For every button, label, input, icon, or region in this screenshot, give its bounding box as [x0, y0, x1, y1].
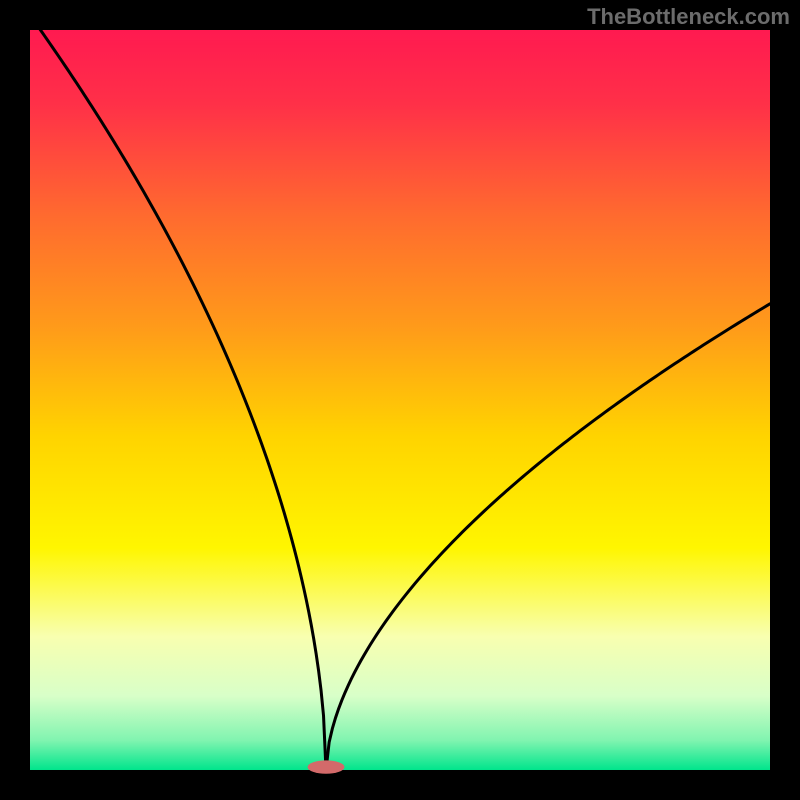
- watermark-text: TheBottleneck.com: [587, 4, 790, 30]
- bottleneck-chart: [0, 0, 800, 800]
- minimum-marker: [308, 760, 345, 773]
- chart-container: { "watermark": "TheBottleneck.com", "cha…: [0, 0, 800, 800]
- plot-background: [30, 30, 770, 770]
